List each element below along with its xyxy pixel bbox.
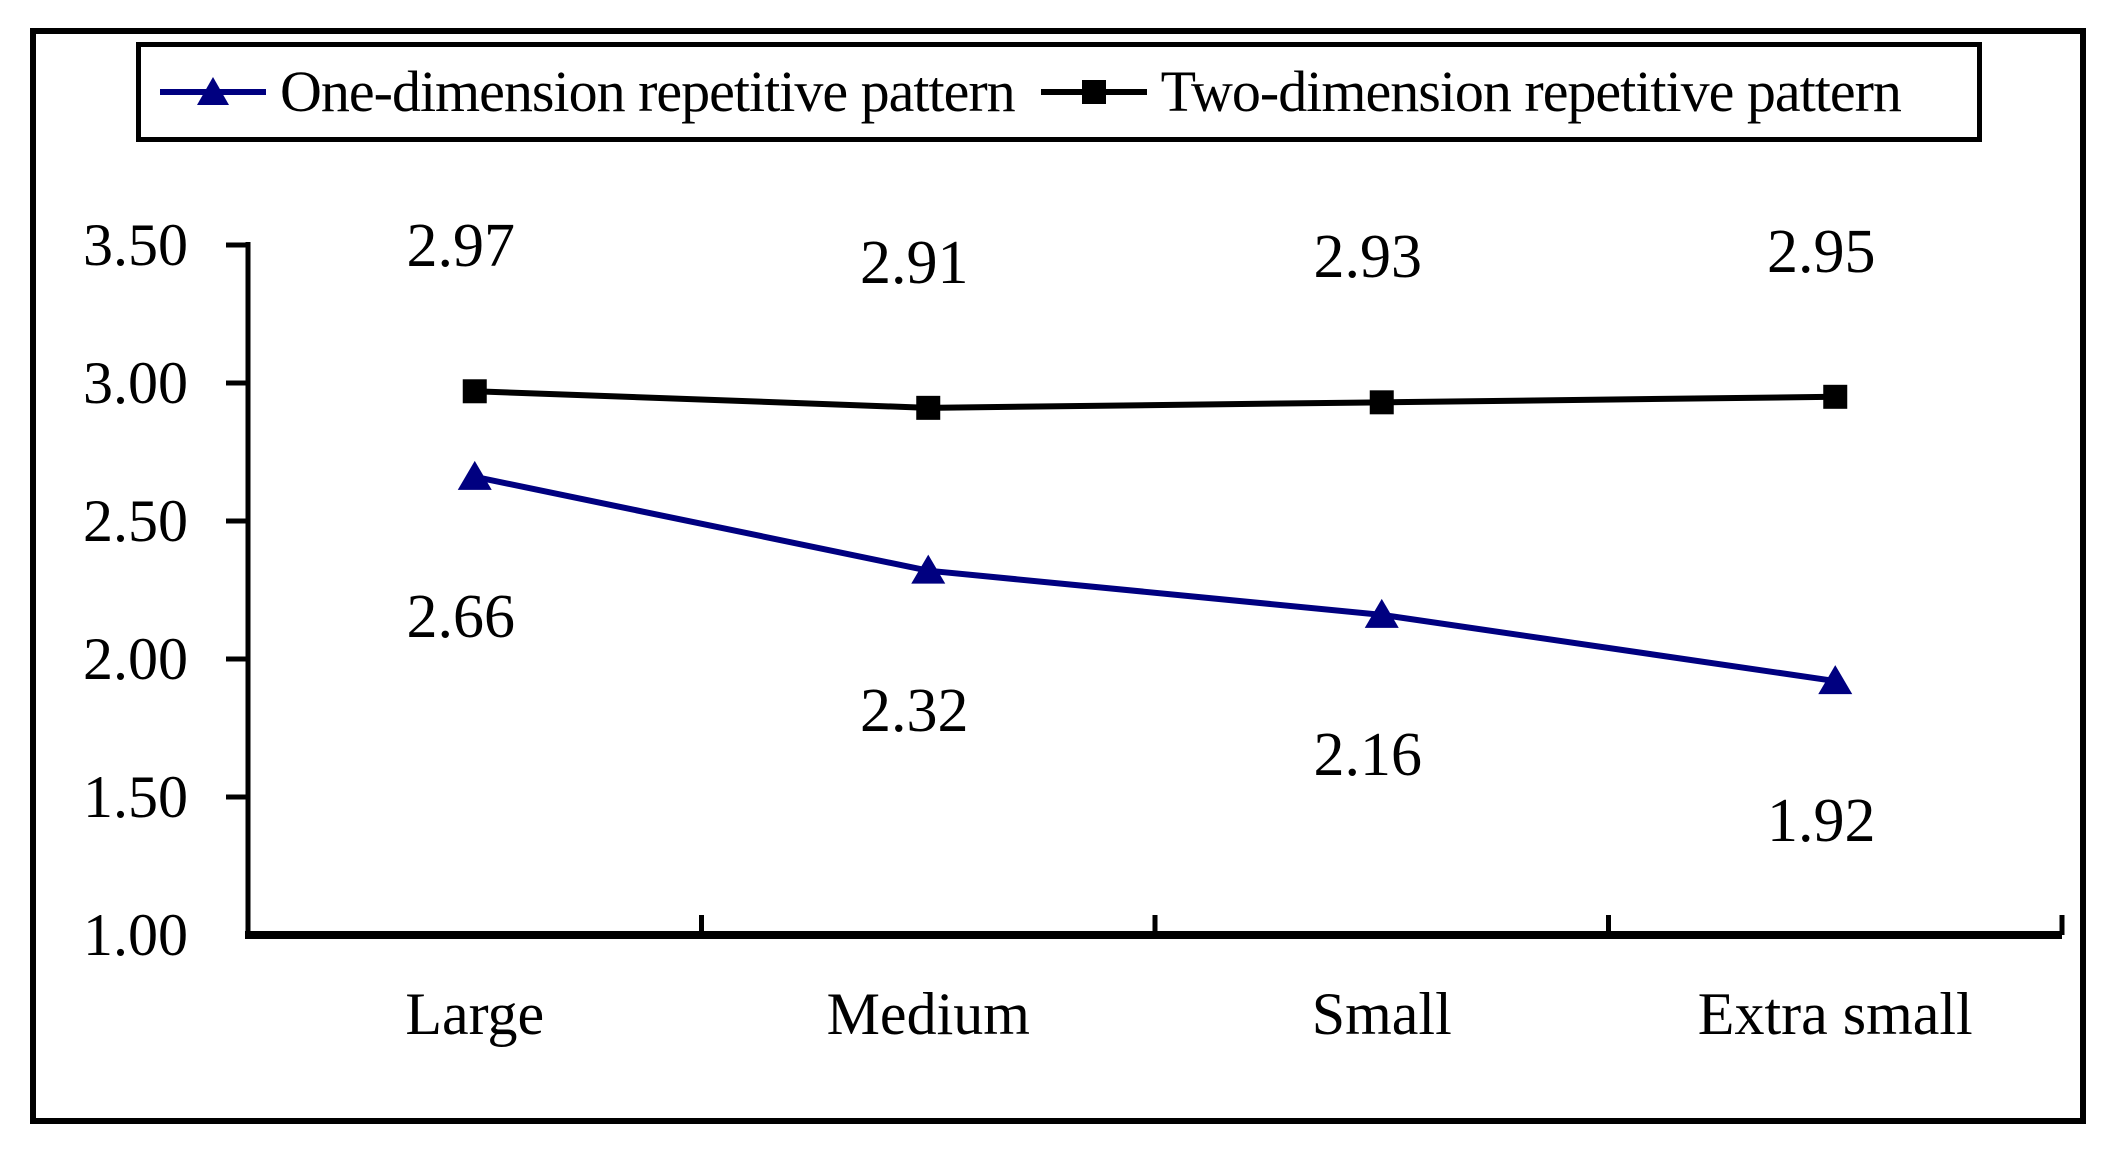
- legend-label-one-dimension: One-dimension repetitive pattern: [280, 59, 1016, 124]
- legend-square-marker: [1081, 80, 1106, 104]
- legend: One-dimension repetitive pattern Two-dim…: [136, 42, 1982, 142]
- category-label-medium: Medium: [826, 981, 1030, 1047]
- square-marker-two-dimension-large: [462, 379, 487, 404]
- series-line-one-dimension: [474, 473, 1836, 685]
- triangle-marker-one-dimension-large: [457, 460, 492, 490]
- category-label-extra-small: Extra small: [1697, 981, 1973, 1047]
- y-tick-label-3-50: 3.50: [83, 212, 188, 278]
- triangle-marker-one-dimension-small: [1364, 598, 1399, 628]
- legend-item-one-dimension: One-dimension repetitive pattern: [160, 59, 1016, 124]
- data-label-two-dimension-large: 2.97: [406, 212, 516, 281]
- square-marker-two-dimension-medium: [916, 395, 941, 420]
- line-triangle-sample-icon: [160, 77, 266, 105]
- y-tick-label-2-00: 2.00: [83, 626, 188, 692]
- triangle-marker-one-dimension-extra-small: [1818, 665, 1853, 695]
- data-label-one-dimension-small: 2.16: [1313, 720, 1423, 789]
- figure-border: [30, 28, 2086, 1124]
- series-line-two-dimension: [474, 388, 1836, 411]
- square-marker-two-dimension-small: [1369, 390, 1394, 415]
- line-square-sample-icon: [1040, 80, 1147, 104]
- square-marker-two-dimension-extra-small: [1823, 384, 1848, 409]
- y-tick-label-2-50: 2.50: [83, 488, 188, 554]
- y-tick-label-1-50: 1.50: [83, 764, 188, 830]
- data-label-one-dimension-large: 2.66: [406, 582, 516, 651]
- data-label-one-dimension-medium: 2.32: [860, 676, 969, 745]
- y-tick-label-3-00: 3.00: [83, 350, 188, 416]
- legend-label-two-dimension: Two-dimension repetitive pattern: [1160, 59, 1902, 124]
- legend-triangle-marker: [197, 77, 229, 105]
- legend-item-two-dimension: Two-dimension repetitive pattern: [1040, 59, 1902, 124]
- triangle-marker-one-dimension-medium: [911, 554, 946, 584]
- data-label-one-dimension-extra-small: 1.92: [1767, 786, 1876, 855]
- category-label-small: Small: [1311, 981, 1452, 1047]
- data-label-two-dimension-small: 2.93: [1313, 223, 1423, 292]
- data-label-two-dimension-medium: 2.91: [860, 228, 969, 297]
- data-label-two-dimension-extra-small: 2.95: [1767, 217, 1876, 286]
- y-tick-label-1-00: 1.00: [83, 902, 188, 968]
- category-label-large: Large: [405, 981, 545, 1047]
